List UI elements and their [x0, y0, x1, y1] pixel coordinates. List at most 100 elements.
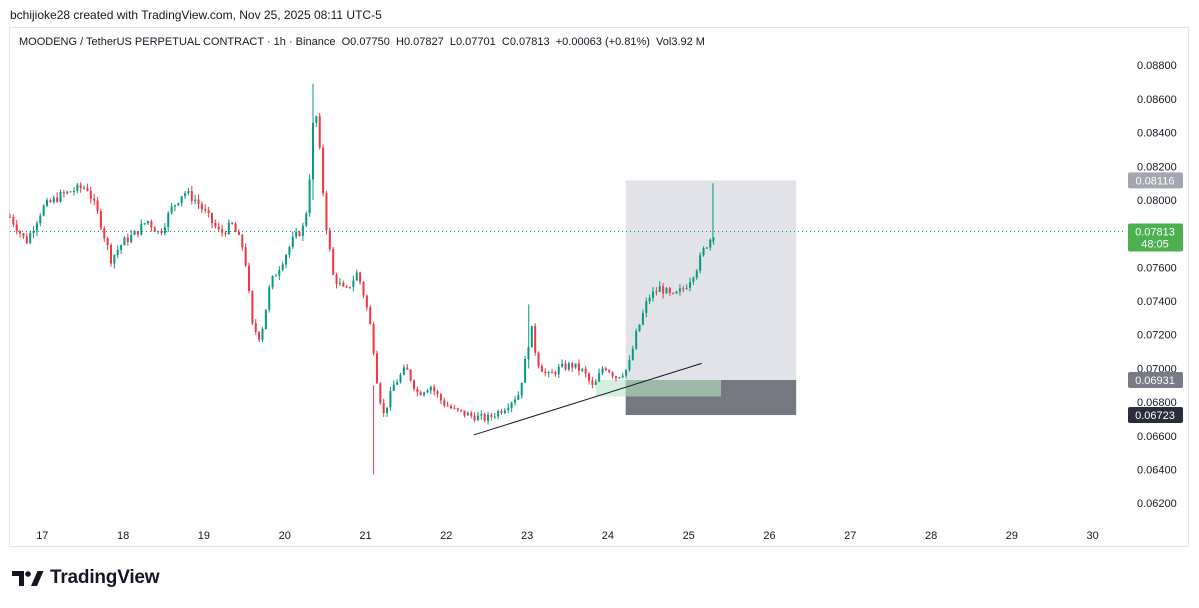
candle-body: [429, 386, 432, 391]
candle-body: [200, 204, 203, 210]
chart-frame: [9, 27, 1189, 547]
y-tick-label: 0.06200: [1137, 498, 1177, 510]
candle-body: [625, 369, 628, 376]
candle-body: [372, 324, 375, 354]
entry-badge-bg: [1128, 372, 1183, 389]
target-badge-bg: [1128, 172, 1183, 189]
target-zone: [625, 180, 797, 381]
candle-body: [352, 280, 355, 288]
trendline: [473, 362, 702, 436]
candle-body: [163, 227, 166, 234]
symbol-title[interactable]: MOODENG / TetherUS PERPETUAL CONTRACT · …: [19, 36, 336, 48]
candle-body: [12, 216, 15, 225]
candle-body: [109, 245, 113, 264]
candle-body: [621, 375, 624, 378]
candle-body: [308, 179, 311, 214]
creator-line: bchijioke28 created with TradingView.com…: [10, 8, 382, 22]
candle-body: [682, 288, 685, 290]
candle-body: [709, 239, 712, 248]
candle-body: [668, 288, 671, 293]
candle-body: [271, 275, 274, 288]
candle-body: [167, 213, 170, 228]
candle-body: [473, 415, 476, 421]
candle-body: [244, 247, 247, 266]
x-tick-label: 30: [1087, 530, 1099, 542]
candle-body: [689, 281, 692, 288]
candle-body: [103, 228, 106, 239]
candle-body: [66, 191, 69, 194]
candle-body: [170, 206, 173, 214]
candle-body: [180, 196, 183, 204]
candle-body: [295, 231, 298, 237]
candle-body: [433, 386, 436, 392]
x-tick-label: 28: [925, 530, 937, 542]
x-tick-label: 29: [1006, 530, 1018, 542]
candle-body: [133, 230, 136, 235]
candle-body: [460, 409, 463, 411]
candle-body: [32, 230, 35, 234]
candle-body: [476, 415, 479, 421]
candle-body: [56, 197, 59, 202]
candle-body: [76, 184, 79, 191]
candle-body: [281, 264, 284, 271]
candle-body: [412, 380, 415, 389]
candle-body: [237, 231, 240, 235]
candle-body: [325, 193, 328, 231]
candle-body: [530, 325, 533, 348]
candle-body: [72, 190, 75, 193]
candle-body: [712, 238, 715, 240]
candle-body: [42, 205, 45, 216]
y-tick-label: 0.06800: [1137, 397, 1177, 409]
candle-body: [416, 388, 419, 392]
candle-body: [86, 187, 89, 191]
low-value: 0.07701: [456, 36, 496, 48]
candle-body: [62, 192, 65, 194]
candle-body: [69, 191, 72, 193]
candle-body: [537, 352, 540, 367]
candle-body: [503, 410, 506, 414]
candle-body: [173, 205, 176, 207]
candle-body: [29, 233, 32, 244]
candle-body: [614, 376, 617, 379]
candle-body: [49, 200, 52, 203]
candle-body: [258, 331, 261, 340]
candle-body: [39, 215, 42, 224]
candle-body: [328, 230, 331, 249]
stop-badge-text: 0.06723: [1135, 410, 1175, 422]
candle-body: [197, 199, 200, 205]
candle-body: [493, 416, 496, 418]
x-tick-label: 19: [198, 530, 210, 542]
candle-body: [480, 414, 483, 416]
tradingview-logo-icon: [12, 571, 44, 586]
candle-body: [194, 199, 197, 201]
candle-body: [652, 291, 655, 298]
candle-body: [497, 411, 500, 417]
candle-body: [301, 225, 304, 236]
candle-body: [574, 363, 577, 368]
close-value: 0.07813: [509, 36, 550, 48]
candle-body: [305, 213, 308, 226]
candle-body: [342, 282, 345, 287]
candle-body: [544, 371, 547, 374]
candle-body: [564, 363, 567, 370]
candle-body: [96, 200, 99, 212]
candle-body: [52, 197, 55, 203]
candle-body: [655, 291, 658, 293]
candle-body: [143, 223, 146, 225]
candle-body: [426, 390, 429, 393]
vol-value: 3.92 M: [671, 36, 705, 48]
entry-badge: 0.06931: [1128, 372, 1183, 389]
tradingview-logo[interactable]: TradingView: [12, 567, 160, 589]
candle-body: [631, 348, 634, 360]
candle-body: [382, 403, 385, 414]
candle-body: [15, 224, 18, 232]
x-tick-label: 20: [279, 530, 291, 542]
candle-body: [692, 277, 695, 282]
candle-body: [453, 408, 456, 410]
candle-body: [618, 377, 621, 379]
candle-body: [315, 116, 318, 123]
candle-body: [207, 210, 210, 214]
candle-body: [456, 408, 459, 410]
